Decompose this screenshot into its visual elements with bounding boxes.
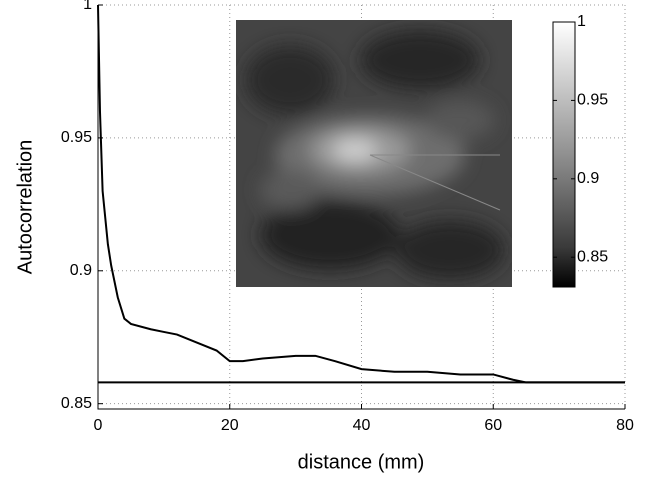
x-tick-label: 40 xyxy=(353,417,371,434)
y-tick-label: 0.85 xyxy=(61,395,92,412)
x-tick-label: 0 xyxy=(94,417,103,434)
y-tick-label: 0.9 xyxy=(70,262,92,279)
x-axis-label: distance (mm) xyxy=(298,451,425,473)
colorbar-tick-label: 1 xyxy=(577,13,586,30)
colorbar-tick-label: 0.85 xyxy=(577,248,608,265)
inset-image xyxy=(236,20,512,287)
colorbar-ticks: 1 0.95 0.9 0.85 xyxy=(553,13,608,265)
colorbar-tick-label: 0.95 xyxy=(577,92,608,109)
colorbar-tick-label: 0.9 xyxy=(577,170,599,187)
y-tick-label: 1 xyxy=(83,0,92,13)
x-tick-label: 60 xyxy=(484,417,502,434)
y-axis-label: Autocorrelation xyxy=(14,140,36,275)
data-line xyxy=(97,4,625,384)
axes xyxy=(97,5,625,410)
colorbar xyxy=(552,21,576,288)
x-tick-label: 20 xyxy=(221,417,239,434)
x-tick-label: 80 xyxy=(616,417,634,434)
y-tick-label: 0.95 xyxy=(61,129,92,146)
